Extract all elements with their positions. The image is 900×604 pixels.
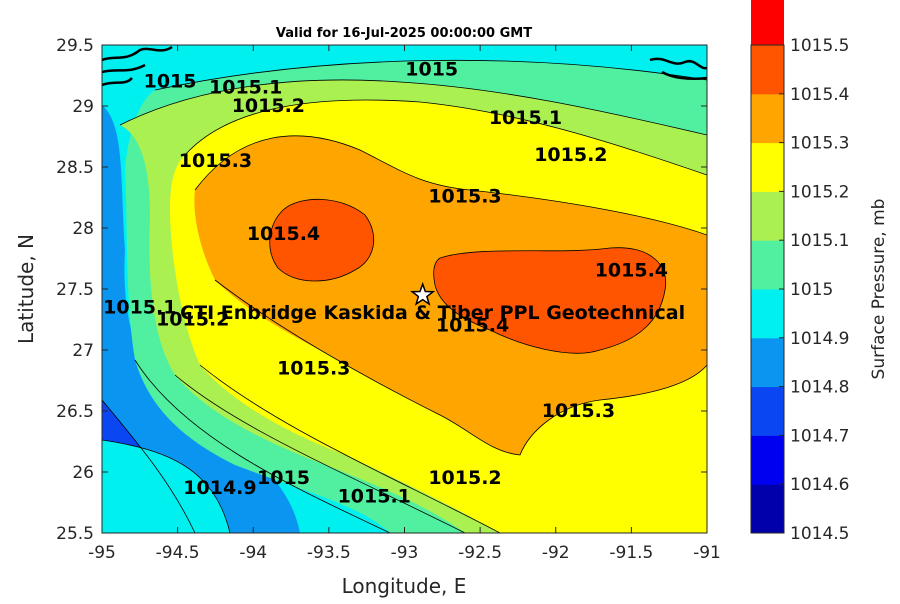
contour-label: 1015 xyxy=(257,467,310,489)
x-tick-label: -91 xyxy=(693,543,721,563)
colorbar-swatch xyxy=(751,240,784,290)
site-star-icon xyxy=(410,281,436,306)
contour-label: 1015.3 xyxy=(179,150,252,172)
contour-label: 1015.4 xyxy=(436,315,509,337)
colorbar-swatch xyxy=(751,484,784,534)
contour-lines xyxy=(102,59,707,533)
y-tick-label: 26 xyxy=(72,463,94,483)
fill-1015-4-east xyxy=(433,247,666,354)
contour-label: 1015.1 xyxy=(338,485,411,507)
x-axis-label: Longitude, E xyxy=(342,574,467,598)
y-tick-label: 27.5 xyxy=(56,280,94,300)
y-tick-label: 28 xyxy=(72,219,94,239)
contour-label: 1015.3 xyxy=(277,357,350,379)
y-tick-label: 25.5 xyxy=(56,524,94,544)
colorbar-tick-label: 1015 xyxy=(790,280,833,300)
x-tick-label: -93.5 xyxy=(307,543,351,563)
colorbar-tick-label: 1014.6 xyxy=(790,475,849,495)
x-tick-label: -94.5 xyxy=(156,543,200,563)
site-label: CTI Enbridge Kaskida & Tiber PPL Geotech… xyxy=(180,302,685,324)
contour-label: 1014.9 xyxy=(183,477,256,499)
colorbar-tick-label: 1014.5 xyxy=(790,524,849,544)
colorbar-swatch xyxy=(751,289,784,339)
colorbar-tick-label: 1014.7 xyxy=(790,426,849,446)
contour-label: 1015.3 xyxy=(428,185,501,207)
contour-label: 1015.4 xyxy=(247,223,320,245)
colorbar-tick-label: 1015.3 xyxy=(790,134,849,154)
x-tick-label: -93 xyxy=(391,543,419,563)
x-axis: -95 -94.5 -94 -93.5 -93 -92.5 -92 -91.5 -91 xyxy=(88,45,721,563)
colorbar-tick-label: 1015.5 xyxy=(790,36,849,56)
colorbar-swatch xyxy=(751,435,784,485)
fill-1015-4-west xyxy=(269,199,374,282)
x-tick-label: -92 xyxy=(542,543,570,563)
contour-label: 1015.3 xyxy=(542,400,615,422)
x-tick-label: -95 xyxy=(88,543,116,563)
colorbar-tick-label: 1015.2 xyxy=(790,182,849,202)
y-axis: 25.5 26 26.5 27 27.5 28 28.5 29 29.5 xyxy=(56,36,707,544)
x-tick-label: -94 xyxy=(239,543,267,563)
y-tick-label: 28.5 xyxy=(56,158,94,178)
contour-labels: 1015 1015.11015.21015.31015.410151015.110… xyxy=(103,58,668,507)
contour-label: 1015.2 xyxy=(428,467,501,489)
colorbar-swatch xyxy=(751,93,784,144)
contour-label: 1015.1 xyxy=(209,77,282,99)
contour-label: 1015.4 xyxy=(595,260,668,282)
contour-label: 1015.2 xyxy=(534,144,607,166)
contour-label: 1015.1 xyxy=(103,296,176,318)
y-tick-label: 26.5 xyxy=(56,402,94,422)
colorbar-label: Surface Pressure, mb xyxy=(869,199,889,380)
y-axis-label: Latitude, N xyxy=(14,234,38,344)
colorbar-swatch xyxy=(751,386,784,436)
site-layer: CTI Enbridge Kaskida & Tiber PPL Geotech… xyxy=(180,281,685,324)
x-tick-label: -91.5 xyxy=(609,543,653,563)
contour-label: 1015.2 xyxy=(232,95,305,117)
colorbar-tick-label: 1014.9 xyxy=(790,329,849,349)
contour-label: 1015 xyxy=(144,71,197,93)
y-tick-label: 29 xyxy=(72,97,94,117)
colorbar-swatch xyxy=(751,45,784,95)
colorbar-swatch xyxy=(751,0,784,46)
y-tick-label: 29.5 xyxy=(56,36,94,56)
contour-label: 1015.1 xyxy=(489,107,562,129)
map-title: Valid for 16-Jul-2025 00:00:00 GMT xyxy=(276,26,532,41)
colorbar: 1014.5 1014.6 1014.7 1014.8 1014.9 1015 1015.1… xyxy=(750,0,849,544)
contour-label: 1015 xyxy=(405,58,458,80)
colorbar-tick-label: 1014.8 xyxy=(790,378,849,398)
x-tick-label: -92.5 xyxy=(458,543,502,563)
colorbar-swatch xyxy=(751,337,784,388)
contour-field: 1015 1015.11015.21015.31015.410151015.110… xyxy=(102,45,707,533)
coastline xyxy=(102,45,707,87)
colorbar-swatch xyxy=(751,191,784,241)
colorbar-tick-label: 1015.4 xyxy=(790,85,849,105)
colorbar-swatch xyxy=(751,142,784,192)
contour-label: 1015.2 xyxy=(156,309,229,331)
colorbar-tick-label: 1015.1 xyxy=(790,231,849,251)
y-tick-label: 27 xyxy=(72,341,94,361)
